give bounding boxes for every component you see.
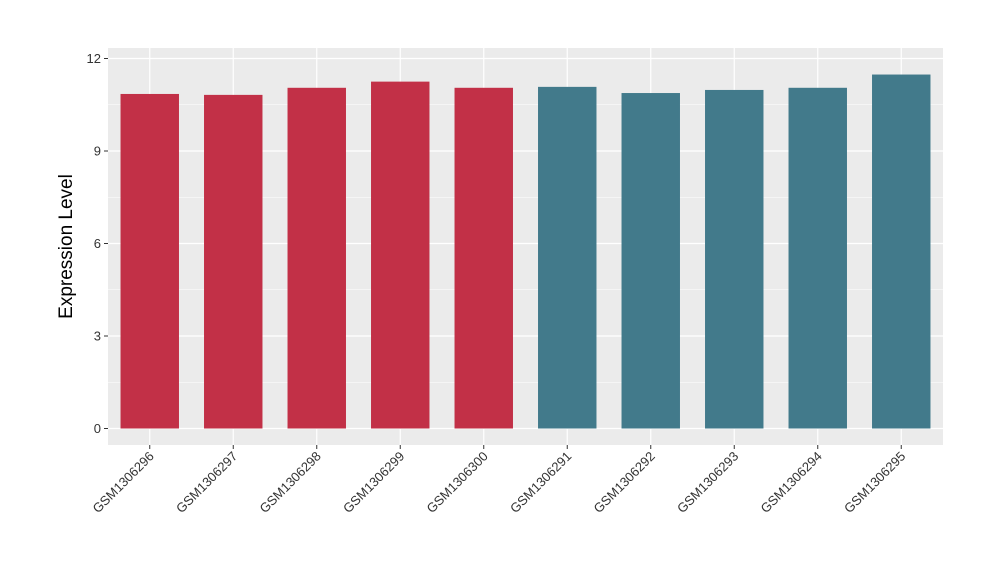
y-tick-label: 9 — [94, 144, 101, 159]
bar-gsm1306291 — [538, 86, 597, 429]
x-tick-label: GSM1306297 — [173, 449, 240, 516]
x-tick-label: GSM1306294 — [758, 449, 825, 516]
bar-gsm1306293 — [705, 89, 764, 429]
bars — [120, 74, 931, 429]
x-tick-label: GSM1306296 — [90, 449, 157, 516]
y-tick-label: 3 — [94, 329, 101, 344]
x-tick-label: GSM1306291 — [507, 449, 574, 516]
bar-gsm1306300 — [454, 87, 513, 429]
bar-gsm1306296 — [120, 93, 179, 429]
y-axis-title: Expression Level — [56, 174, 77, 319]
bar-gsm1306299 — [371, 81, 430, 429]
x-tick-label: GSM1306293 — [674, 449, 741, 516]
bar-gsm1306297 — [204, 94, 263, 429]
y-tick-label: 0 — [94, 421, 101, 436]
bar-gsm1306295 — [872, 74, 931, 429]
x-tick-label: GSM1306300 — [424, 449, 491, 516]
bar-gsm1306292 — [621, 93, 680, 429]
x-tick-label: GSM1306292 — [591, 449, 658, 516]
y-tick-label: 12 — [87, 51, 101, 66]
bar-gsm1306298 — [287, 87, 346, 429]
x-tick-label: GSM1306298 — [257, 449, 324, 516]
x-tick-label: GSM1306299 — [340, 449, 407, 516]
bar-gsm1306294 — [788, 87, 847, 429]
y-tick-label: 6 — [94, 236, 101, 251]
x-axis: GSM1306296 GSM1306297 GSM1306298 GSM1306299… — [90, 445, 908, 516]
y-axis: 0 3 6 9 12 — [87, 51, 108, 436]
x-tick-label: GSM1306295 — [841, 449, 908, 516]
